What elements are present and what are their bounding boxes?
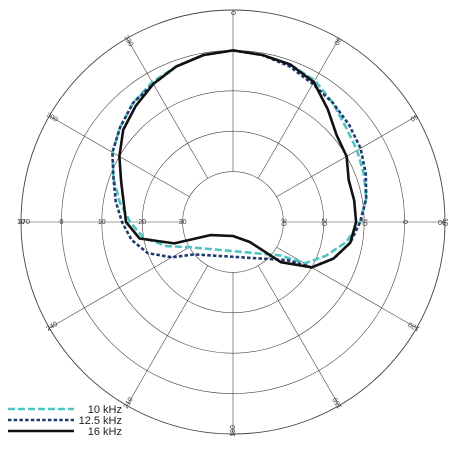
grid-spoke bbox=[276, 246, 417, 329]
radial-tick-label: 10 bbox=[98, 219, 106, 226]
angle-tick-label: 210 bbox=[123, 396, 135, 410]
angle-tick-label: 60 bbox=[409, 112, 419, 122]
grid-spoke bbox=[257, 38, 340, 179]
angle-tick-label: 300 bbox=[45, 112, 59, 124]
angle-tick-label: 120 bbox=[407, 320, 421, 332]
grid-spoke bbox=[257, 265, 340, 406]
grid-spoke bbox=[126, 265, 209, 406]
angle-tick-label: 330 bbox=[122, 34, 134, 48]
radial-tick-label: 20 bbox=[320, 218, 327, 226]
angle-tick-label: 0 bbox=[229, 11, 236, 15]
angle-tick-label: 150 bbox=[332, 396, 344, 410]
tick-labels: 0 30 60 90 120 150 180 210 240 270 300 330 10 10 0 0 10 1… bbox=[17, 11, 448, 437]
angle-tick-label: 270 bbox=[18, 219, 30, 226]
radial-tick-label: 30 bbox=[179, 219, 187, 226]
series-line-0 bbox=[111, 49, 368, 265]
series-line-2 bbox=[118, 49, 358, 269]
polar-grid bbox=[20, 9, 446, 435]
grid-spoke bbox=[49, 246, 190, 329]
radial-tick-label: 10 bbox=[441, 218, 448, 226]
legend-label: 16 kHz bbox=[88, 426, 122, 438]
grid-spoke bbox=[126, 38, 209, 179]
radial-tick-label: 10 bbox=[360, 218, 367, 226]
radial-tick-label: 10 bbox=[17, 219, 25, 226]
radial-tick-label: 20 bbox=[138, 219, 146, 226]
legend-label: 10 kHz bbox=[88, 404, 122, 416]
angle-tick-label: 30 bbox=[332, 36, 342, 46]
radial-tick-label: 0 bbox=[59, 219, 63, 226]
series-group bbox=[111, 49, 368, 269]
angle-tick-label: 90 bbox=[438, 218, 446, 225]
angle-tick-label: 240 bbox=[45, 321, 59, 333]
legend-label: 12.5 kHz bbox=[79, 415, 122, 427]
radial-tick-label: 30 bbox=[280, 218, 287, 226]
angle-tick-label: 180 bbox=[230, 425, 237, 437]
radial-tick-label: 0 bbox=[401, 220, 408, 224]
